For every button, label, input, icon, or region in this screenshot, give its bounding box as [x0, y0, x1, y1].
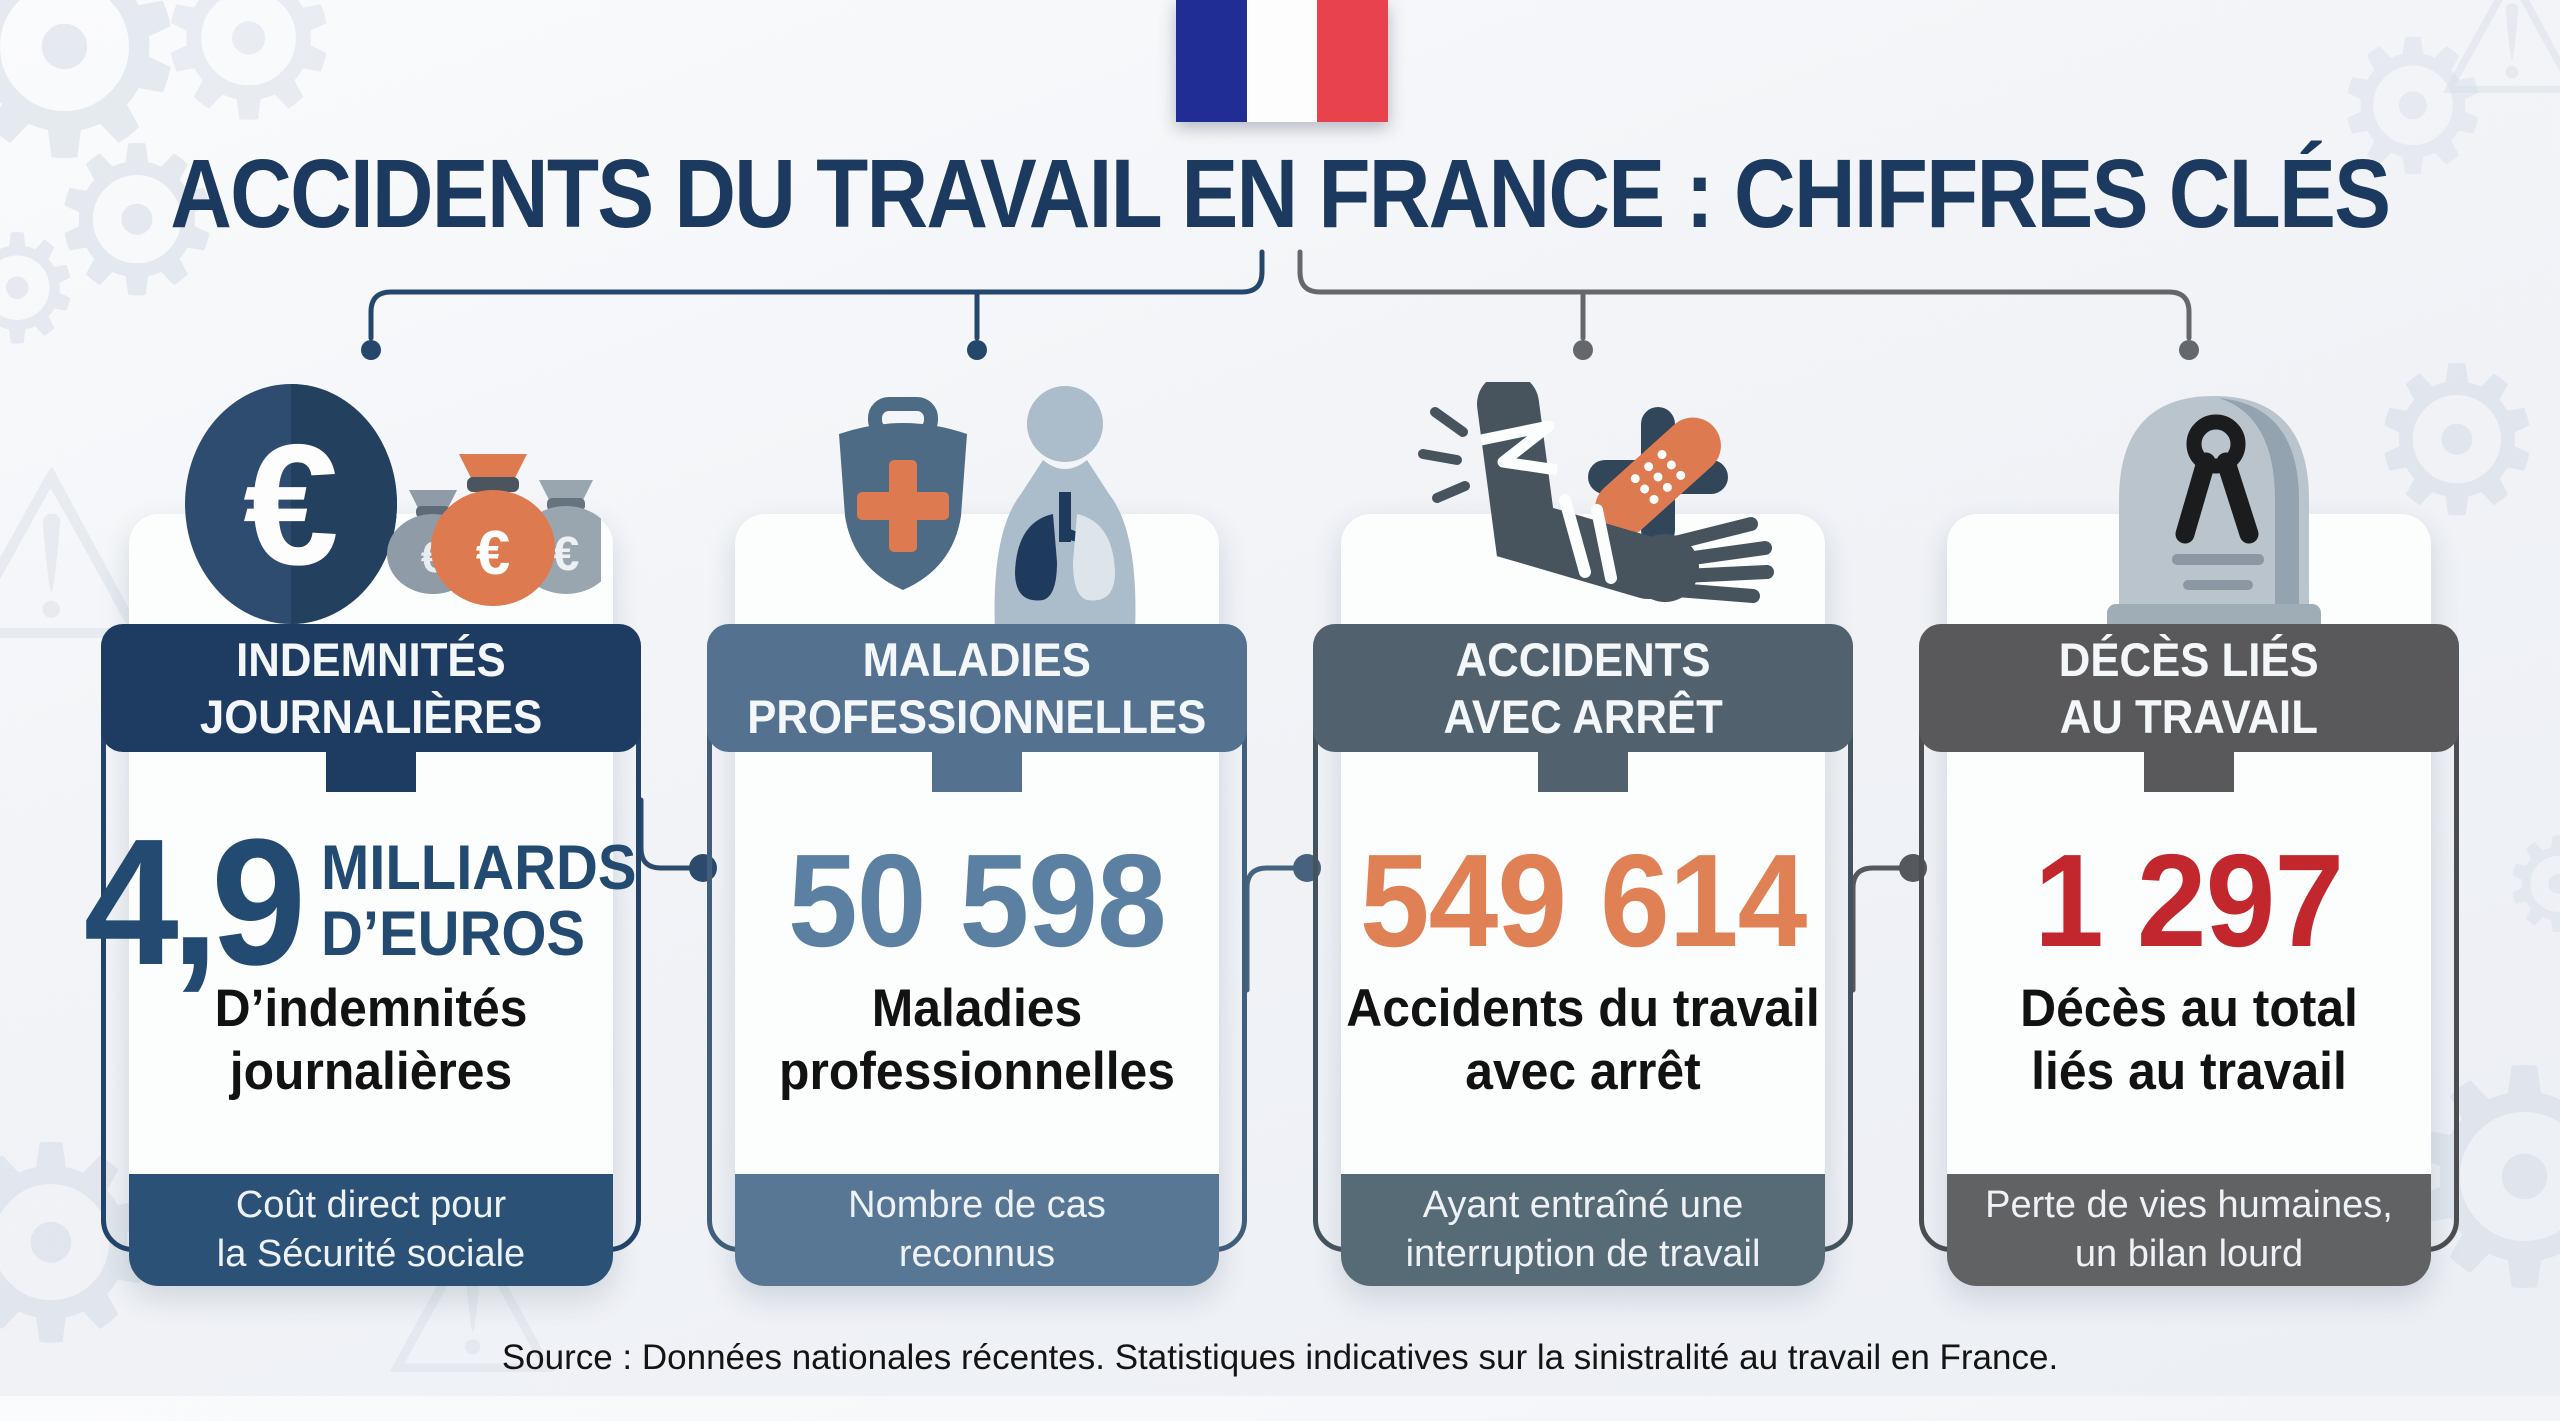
medical-shield	[839, 397, 967, 590]
drop-dot	[967, 340, 987, 360]
card-footer-line1: Nombre de cas	[848, 1184, 1106, 1227]
header-pointer	[1538, 752, 1628, 792]
stat-value: 549 614	[1313, 825, 1853, 975]
card-header-line2: AVEC ARRÊT	[1443, 690, 1723, 743]
card-maladies-professionnelles: MALADIES PROFESSIONNELLES 50 598 Maladie…	[707, 380, 1247, 1300]
card-header-line1: ACCIDENTS	[1455, 632, 1711, 686]
drop-dot	[2179, 340, 2199, 360]
stat-description: Décès au total liés au travail	[1919, 978, 2459, 1103]
gear-icon: ⚙	[0, 203, 85, 377]
stat-description: Accidents du travail avec arrêt	[1313, 978, 1853, 1103]
stat-description: Maladies professionnelles	[707, 978, 1247, 1103]
card-footer: Ayant entraîné une interruption de trava…	[1341, 1174, 1825, 1286]
card-header-line2: JOURNALIÈRES	[199, 690, 543, 743]
card-header: ACCIDENTS AVEC ARRÊT	[1313, 624, 1853, 792]
drop-dot	[1573, 340, 1593, 360]
warning-triangle-icon: ⚠	[2435, 0, 2560, 134]
gravestone-mourning-ribbon-icon	[2093, 396, 2335, 644]
card-footer-line2: un bilan lourd	[2074, 1233, 2304, 1275]
stat-value: 4,9 MILLIARDS D’EUROS	[84, 802, 641, 1003]
money-bag-orange-center: €	[431, 454, 555, 606]
card-footer-line1: Perte de vies humaines,	[1985, 1184, 2393, 1227]
card-accidents-avec-arret: ACCIDENTS AVEC ARRÊT 549 614 Accidents d…	[1313, 380, 1853, 1300]
card-footer-line2: la Sécurité sociale	[216, 1233, 526, 1275]
stat-number: 4,9	[84, 801, 307, 1003]
gear-icon: ⚙	[45, 103, 229, 341]
card-header-line1: DÉCÈS LIÉS	[2059, 632, 2319, 686]
card-footer: Coût direct pour la Sécurité sociale	[129, 1174, 613, 1286]
gear-icon: ⚙	[150, 0, 348, 168]
source-note: Source : Données nationales récentes. St…	[501, 1338, 2059, 1377]
card-footer-line2: interruption de travail	[1405, 1233, 1761, 1275]
euro-coin-money-bags-icon: € € € €	[185, 384, 601, 624]
card-footer-line1: Ayant entraîné une	[1422, 1184, 1744, 1227]
stat-description-line1: Maladies	[871, 979, 1083, 1038]
gear-icon: ⚙	[2330, 0, 2496, 215]
flag-red-stripe	[1317, 0, 1389, 122]
card-header-line1: INDEMNITÉS	[236, 632, 506, 686]
svg-text:€: €	[243, 409, 339, 601]
france-flag	[1176, 0, 1389, 122]
stat-value: 1 297	[1919, 825, 2459, 975]
header-pointer	[326, 752, 416, 792]
human-torso	[994, 386, 1136, 632]
injured-arm-bandage-icon	[1418, 382, 1774, 603]
stat-number: 1 297	[2034, 826, 2344, 974]
header-pointer	[932, 752, 1022, 792]
stat-description-line1: D’indemnités	[214, 979, 528, 1038]
page-title: ACCIDENTS DU TRAVAIL EN FRANCE : CHIFFRE…	[170, 139, 2391, 248]
gravestone	[2093, 396, 2335, 644]
card-footer: Perte de vies humaines, un bilan lourd	[1947, 1174, 2431, 1286]
shield-cross-lungs-icon	[839, 386, 1136, 632]
card-header-line1: MALADIES	[862, 632, 1092, 686]
stat-description-line2: journalières	[229, 1041, 513, 1101]
header-pointer	[2144, 752, 2234, 792]
gear-icon: ⚙	[2365, 323, 2549, 561]
stat-description-line2: liés au travail	[2031, 1041, 2347, 1101]
card-footer-line1: Coût direct pour	[235, 1184, 507, 1227]
broken-arm	[1418, 382, 1774, 603]
drop-dot	[361, 340, 381, 360]
stat-description-line2: avec arrêt	[1465, 1041, 1701, 1101]
card-header-line2: AU TRAVAIL	[2059, 690, 2319, 743]
card-footer-line2: reconnus	[898, 1233, 1056, 1275]
stat-value: 50 598	[707, 825, 1247, 975]
gear-icon: ⚙	[2500, 809, 2560, 961]
stat-description: D’indemnités journalières	[101, 978, 641, 1103]
stat-unit-line2: D’EUROS	[320, 899, 585, 969]
card-header: INDEMNITÉS JOURNALIÈRES	[101, 624, 641, 792]
card-header: MALADIES PROFESSIONNELLES	[707, 624, 1247, 792]
mourning-ribbon	[2175, 414, 2259, 544]
stat-description-line1: Décès au total	[2020, 979, 2358, 1038]
stat-number: 50 598	[788, 826, 1167, 974]
stat-unit-line1: MILLIARDS	[320, 833, 637, 904]
svg-text:€: €	[553, 528, 580, 581]
card-header: DÉCÈS LIÉS AU TRAVAIL	[1919, 624, 2459, 792]
gear-icon: ⚙	[0, 0, 199, 224]
svg-text:€: €	[476, 519, 510, 588]
card-footer: Nombre de cas reconnus	[735, 1174, 1219, 1286]
flag-white-stripe	[1246, 0, 1318, 122]
stat-number: 549 614	[1359, 826, 1808, 974]
card-header-line2: PROFESSIONNELLES	[747, 690, 1207, 743]
flag-blue-stripe	[1176, 0, 1247, 122]
card-deces-lies-au-travail: DÉCÈS LIÉS AU TRAVAIL 1 297 Décès au tot…	[1919, 380, 2459, 1300]
stat-unit: MILLIARDS D’EUROS	[321, 836, 637, 967]
stat-description-line1: Accidents du travail	[1346, 979, 1820, 1038]
stat-description-line2: professionnelles	[779, 1041, 1175, 1101]
orange-bandaid	[1595, 417, 1721, 537]
card-indemnites-journalieres: € € € € INDEMNITÉS JOURNALIÈRES 4,9 MILL…	[84, 380, 641, 1300]
